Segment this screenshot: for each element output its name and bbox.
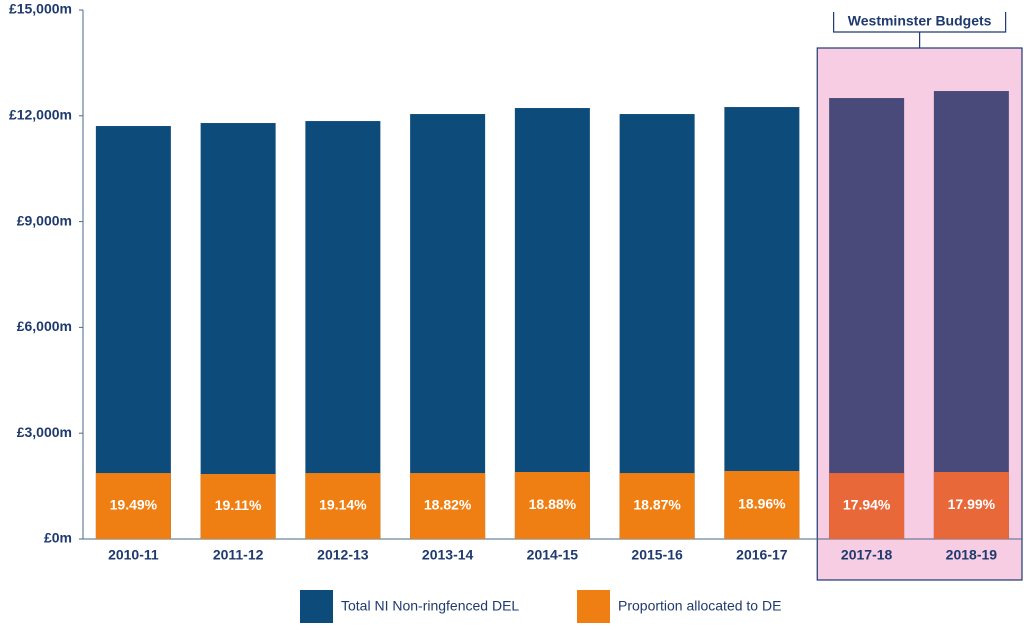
bar [410,473,486,539]
bar [724,107,800,539]
y-tick-label: £0m [44,530,72,546]
bar [410,114,486,539]
bar-annotation: 18.87% [633,497,681,513]
legend-swatch [300,590,333,623]
x-tick-label: 2011-12 [213,547,264,563]
bar [200,474,276,539]
x-tick-label: 2013-14 [422,547,474,563]
x-tick-label: 2010-11 [108,547,159,563]
x-tick-label: 2016-17 [736,547,788,563]
bar-annotation: 19.49% [110,497,158,513]
legend-swatch [577,590,610,623]
bar-annotation: 17.94% [843,497,891,513]
bar [829,473,905,539]
bar-annotation: 19.14% [319,497,367,513]
bar [305,473,381,539]
bar-annotation: 19.11% [215,497,262,513]
y-tick-label: £12,000m [9,107,72,123]
bar-annotation: 18.88% [529,496,577,512]
bar [619,473,695,539]
legend-label: Proportion allocated to DE [618,598,781,614]
x-tick-label: 2015-16 [631,547,683,563]
x-tick-label: 2012-13 [317,547,369,563]
bar [724,471,800,539]
bar [619,114,695,539]
bar-annotation: 17.99% [948,496,996,512]
x-tick-label: 2014-15 [527,547,579,563]
bar [305,121,381,539]
y-tick-label: £3,000m [17,424,72,440]
highlight-bracket [833,12,1007,48]
bar-annotation: 18.82% [424,497,472,513]
bar [933,471,1009,539]
y-tick-label: £15,000m [9,1,72,17]
y-tick-label: £6,000m [17,318,72,334]
bar [514,471,590,539]
y-tick-label: £9,000m [17,212,72,228]
highlight-label: Westminster Budgets [848,13,992,29]
bar [95,126,171,539]
bar [933,91,1009,540]
bar [514,108,590,540]
x-tick-label: 2017-18 [841,547,893,563]
legend-label: Total NI Non-ringfenced DEL [341,598,519,614]
bar-annotation: 18.96% [738,496,786,512]
x-tick-label: 2018-19 [946,547,998,563]
bar [829,98,905,539]
bar [200,123,276,539]
bar [95,473,171,539]
